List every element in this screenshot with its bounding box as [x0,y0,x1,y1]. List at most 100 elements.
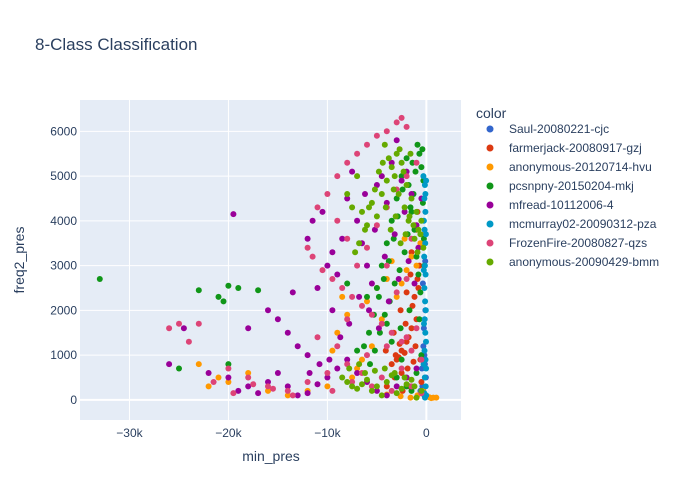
data-point[interactable] [398,370,405,376]
data-point[interactable] [413,208,420,215]
data-point[interactable] [378,392,385,399]
data-point[interactable] [371,186,378,193]
data-point[interactable] [304,352,311,359]
data-point[interactable] [381,365,388,372]
data-point[interactable] [413,159,420,166]
data-point[interactable] [337,334,344,341]
data-point[interactable] [388,217,395,224]
data-point[interactable] [407,271,414,278]
data-point[interactable] [373,213,380,220]
data-point[interactable] [324,370,331,376]
legend-item[interactable]: Saul-20080221-cjc [486,122,610,136]
data-point[interactable] [383,343,390,350]
data-point[interactable] [352,249,359,256]
data-point[interactable] [339,374,346,381]
data-point[interactable] [306,370,313,376]
data-point[interactable] [359,381,365,388]
data-point[interactable] [364,244,370,251]
data-point[interactable] [180,325,187,332]
data-point[interactable] [309,253,316,260]
data-point[interactable] [334,329,341,336]
data-point[interactable] [265,379,271,385]
data-point[interactable] [403,338,410,345]
data-point[interactable] [265,307,271,314]
data-point[interactable] [408,253,415,260]
data-point[interactable] [304,379,311,385]
data-point[interactable] [422,307,429,314]
data-point[interactable] [422,191,429,197]
data-point[interactable] [314,334,321,341]
data-point[interactable] [402,231,409,238]
data-point[interactable] [349,374,356,381]
data-point[interactable] [274,370,281,376]
data-point[interactable] [349,204,356,211]
data-point[interactable] [378,173,385,180]
data-point[interactable] [408,376,415,383]
data-point[interactable] [304,235,311,242]
legend-item[interactable]: farmerjack-20080917-gzj [486,141,642,155]
data-point[interactable] [380,276,387,282]
data-point[interactable] [349,379,356,385]
data-point[interactable] [381,311,388,318]
data-point[interactable] [418,164,425,171]
data-point[interactable] [403,267,410,274]
data-point[interactable] [344,311,351,318]
data-point[interactable] [420,267,427,274]
data-point[interactable] [195,320,202,327]
data-point[interactable] [225,379,232,385]
data-point[interactable] [245,325,252,332]
data-point[interactable] [334,343,341,350]
data-point[interactable] [390,186,397,193]
data-point[interactable] [220,298,227,305]
data-point[interactable] [364,293,370,300]
data-point[interactable] [371,367,378,374]
data-point[interactable] [422,231,429,238]
data-point[interactable] [418,387,425,394]
data-point[interactable] [96,276,103,282]
data-point[interactable] [245,370,252,376]
data-point[interactable] [419,146,426,153]
data-point[interactable] [368,383,375,390]
data-point[interactable] [368,280,375,287]
data-point[interactable] [385,298,392,305]
data-point[interactable] [364,262,370,269]
data-point[interactable] [423,177,430,184]
data-point[interactable] [344,280,351,287]
data-point[interactable] [371,347,378,354]
data-point[interactable] [381,253,388,260]
data-point[interactable] [245,374,252,381]
data-point[interactable] [403,123,410,130]
data-point[interactable] [408,191,415,197]
data-point[interactable] [388,338,395,345]
data-point[interactable] [304,244,311,251]
data-point[interactable] [215,374,222,381]
data-point[interactable] [388,361,395,368]
data-point[interactable] [324,374,331,381]
data-point[interactable] [421,253,428,260]
data-point[interactable] [418,379,425,385]
data-point[interactable] [382,204,389,211]
data-point[interactable] [349,293,356,300]
data-point[interactable] [393,390,400,397]
data-point[interactable] [397,307,404,314]
data-point[interactable] [314,381,321,388]
data-point[interactable] [385,155,392,162]
data-point[interactable] [284,387,291,394]
data-point[interactable] [397,240,404,247]
data-point[interactable] [388,164,395,171]
data-point[interactable] [235,285,242,291]
data-point[interactable] [397,325,404,332]
data-point[interactable] [403,276,410,282]
data-point[interactable] [326,356,333,363]
data-point[interactable] [356,240,363,247]
data-point[interactable] [274,316,281,323]
legend-item[interactable]: anonymous-20090429-bmm [486,255,660,269]
data-point[interactable] [401,349,408,356]
data-point[interactable] [364,376,370,383]
data-point[interactable] [375,293,382,300]
data-point[interactable] [383,199,390,206]
data-point[interactable] [368,311,375,318]
data-point[interactable] [359,208,365,215]
data-point[interactable] [250,381,257,388]
data-point[interactable] [225,365,232,372]
